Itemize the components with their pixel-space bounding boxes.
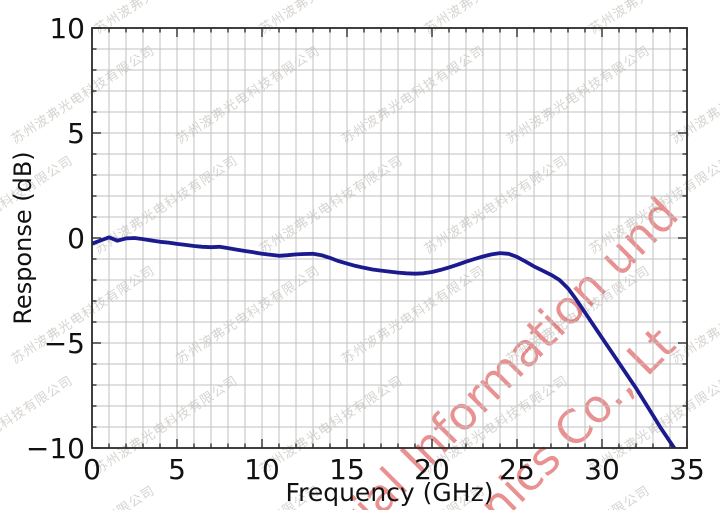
x-tick-label: 30 xyxy=(584,453,620,486)
x-tick-label: 35 xyxy=(669,453,705,486)
x-tick-label: 0 xyxy=(83,453,101,486)
y-tick-label: 0 xyxy=(67,222,85,255)
axes-frame xyxy=(91,27,688,449)
grid-lines xyxy=(92,28,687,448)
x-tick-label: 20 xyxy=(414,453,450,486)
y-tick-labels: 10 5 0 −5 −10 xyxy=(26,12,85,465)
x-tick-label: 25 xyxy=(499,453,535,486)
y-tick-label: 10 xyxy=(49,12,85,45)
x-tick-label: 15 xyxy=(329,453,365,486)
x-tick-labels: 0 5 10 15 20 25 30 35 xyxy=(83,453,705,486)
x-tick-label: 10 xyxy=(244,453,280,486)
y-tick-label: −5 xyxy=(44,327,85,360)
response-curve xyxy=(92,235,677,448)
x-axis-label: Frequency (GHz) xyxy=(285,478,494,507)
x-tick-label: 5 xyxy=(168,453,186,486)
y-tick-label: −10 xyxy=(26,432,85,465)
y-tick-label: 5 xyxy=(67,117,85,150)
y-axis-label: Response (dB) xyxy=(9,151,37,325)
